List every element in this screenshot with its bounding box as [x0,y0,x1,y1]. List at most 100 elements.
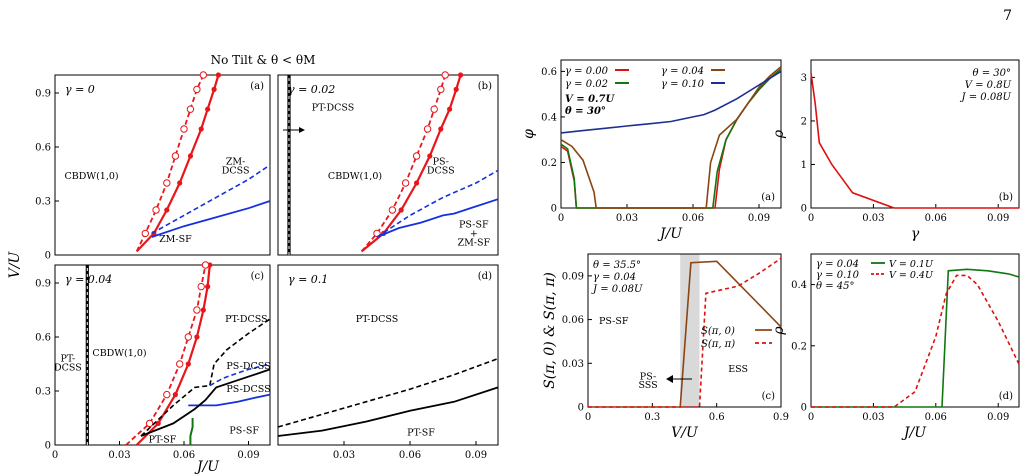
legend-label: V = 0.4U [889,270,934,281]
region-label: DCSS [427,165,455,176]
data-point [388,206,397,214]
x-tick-label: 0 [808,412,814,423]
data-point [414,180,420,186]
gamma-label: γ = 0.02 [288,83,335,96]
region-label: PS-SF [459,219,489,230]
series-line [811,268,1020,408]
region-label: CBDW(1,0) [64,171,118,182]
annotation: θ = 30° [973,68,1011,79]
panel-label: (a) [761,192,775,203]
series-line [588,260,782,408]
y-tick-label: 0 [801,403,807,414]
panel-a: 0 0.3 0.6 0.9 V/U (a) γ = 0 CBDW(1,0) ZM-DCSS ZM-… [7,71,271,278]
y-tick-label: 2 [801,116,807,127]
y-tick-label: 0.2 [541,158,557,169]
plot-frame [277,74,499,256]
x-tick-label: 0.09 [237,450,259,461]
y-tick-label: 0 [801,204,807,215]
region-label: PS- [640,371,656,382]
data-point [401,179,410,187]
series-line [376,198,499,238]
x-tick-label: 0.06 [399,450,421,461]
x-tick-label: 0.09 [748,213,770,224]
data-point [437,85,445,94]
series-line [135,74,205,252]
y-tick-label: 0.06 [562,315,584,326]
panel-d: 0.03 0.06 0.09 J/U (d) γ = 0.1 PT-DCSS PT-SF [194,264,499,475]
data-point [193,85,201,94]
series-line [188,393,271,407]
gamma-label: γ = 0 [65,83,95,96]
data-point [453,86,459,92]
panel-label: (a) [250,81,264,92]
data-point [423,125,432,133]
legend-label: γ = 0.10 [661,79,705,90]
y-tick-label: 0.6 [541,67,557,78]
arrow-head [299,127,305,133]
x-tick-label: 0.03 [333,450,355,461]
x-tick-label: 0.03 [862,412,884,423]
x-axis-label: J/U [194,459,220,475]
y-tick-label: 0.4 [791,280,807,291]
data-point [180,125,188,133]
region-label: DCSS [222,165,250,176]
panel-label: (d) [478,271,492,282]
annotation: θ = 35.5° [593,260,641,271]
region-label: + [470,228,478,239]
x-tick-label: 0.06 [925,412,947,423]
series-line [151,164,271,235]
y-tick-label: 0.3 [35,387,51,398]
legend-label: γ = 0.00 [565,66,609,77]
annotation: θ = 30° [565,106,606,117]
legend-label: S(π, π) [701,339,735,350]
y-tick-label: 0.4 [541,112,557,123]
annotation: γ = 0.04 [593,272,636,283]
series-line [277,357,499,428]
x-tick-label: 0 [52,450,58,461]
region-label: ZM- [226,156,246,167]
data-point [205,284,211,290]
data-point [398,207,404,213]
x-tick-label: 0.09 [987,412,1009,423]
data-point [447,106,453,112]
x-axis-label: J/U [657,226,683,242]
annotation: J = 0.08U [960,92,1012,103]
series-line [811,274,1020,408]
legend-label: V = 0.1U [889,259,934,270]
x-tick-label: 0.6 [709,412,725,423]
data-point [412,152,421,160]
series-line [376,169,499,238]
data-point [141,229,150,238]
region-label: PT-SF [149,435,177,446]
legend-label: γ = 0.02 [565,79,608,90]
data-point [163,390,171,399]
y-tick-label: 0 [551,204,557,215]
x-axis-label: γ [911,226,920,242]
x-tick-label: 0 [558,213,564,224]
panel-ra: 0 0.03 0.06 0.09 0 0.2 0.4 0.6 J/U φ (a) [521,59,782,242]
data-point [185,361,191,367]
region-label: CBDW(1,0) [92,348,146,359]
region-label: ESS [728,364,748,375]
data-point [176,360,184,368]
panel-rd: 0 0.03 0.06 0.09 0 0.2 0.4 J/U ρ (d) [771,253,1020,441]
series-line [588,257,782,408]
x-tick-label: 0 [808,213,814,224]
y-tick-label: 0 [578,403,584,414]
data-point [194,334,200,340]
data-point [215,72,221,78]
data-point [200,307,206,313]
x-tick-label: 0.09 [987,213,1009,224]
region-label: PS- [433,156,449,167]
region-label: PT- [61,354,76,365]
panel-rc: 0 0.3 0.6 0.9 0 0.03 0.06 0.09 V/U S(π, 0) & S(π,… [542,253,789,441]
data-point [441,71,449,79]
y-tick-label: 0.03 [562,359,584,370]
y-tick-label: 1 [801,160,807,171]
y-tick-label: 0 [45,441,51,452]
panel-rb: 0 0.03 0.06 0.09 0 1 2 3 γ ρ (b) [771,59,1020,242]
region-label: SSS [638,380,657,391]
series-line [560,70,782,134]
